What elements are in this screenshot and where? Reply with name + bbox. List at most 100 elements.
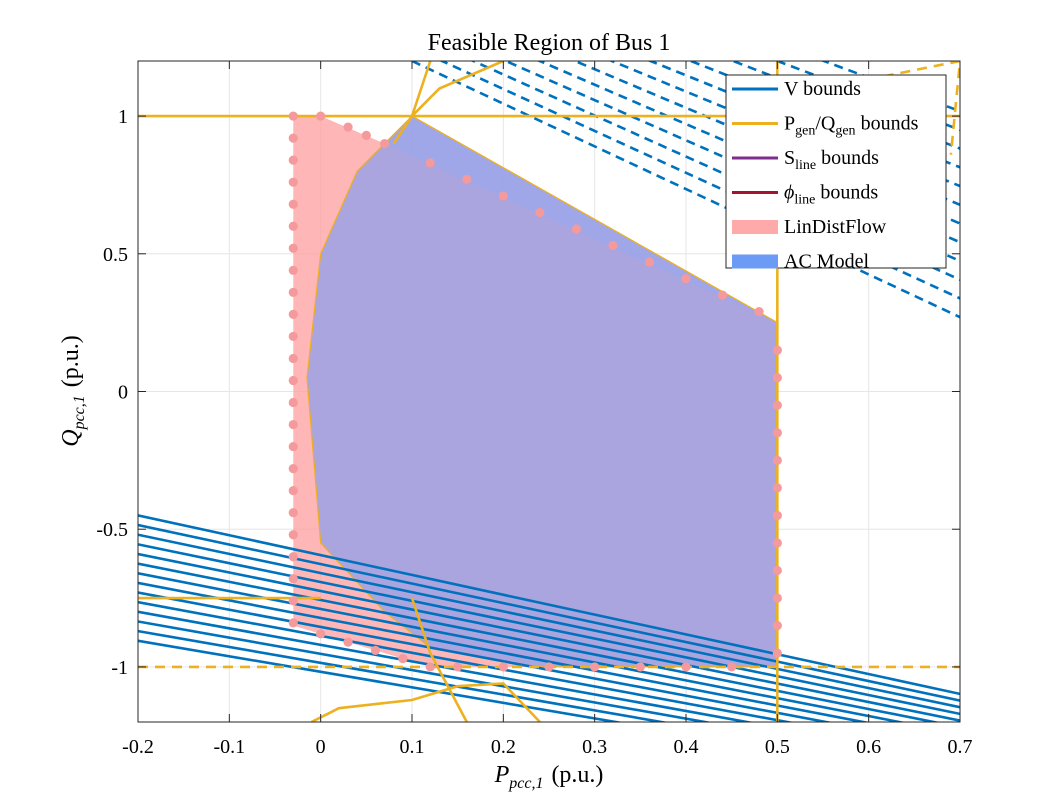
lindistflow-marker <box>288 265 298 275</box>
lindistflow-marker <box>772 565 782 576</box>
lindistflow-marker <box>288 508 298 518</box>
v-bound-line-lower <box>138 581 871 722</box>
y-tick-label: 0 <box>118 382 128 404</box>
v-bound-line-lower <box>138 533 960 709</box>
lindistflow-marker <box>288 133 298 143</box>
x-tick-label: 0.2 <box>491 736 516 758</box>
lindistflow-marker <box>772 483 782 493</box>
x-tick-label: 0.3 <box>582 736 607 758</box>
lindistflow-marker <box>544 662 554 672</box>
v-bound-line-lower <box>138 639 624 722</box>
lindistflow-marker <box>288 530 298 540</box>
y-tick-label: 1 <box>118 106 128 128</box>
lindistflow-marker <box>772 400 782 410</box>
lindistflow-marker <box>772 428 782 438</box>
legend-label: V bounds <box>784 78 861 100</box>
lindistflow-marker <box>453 662 463 672</box>
v-bound-line-lower <box>138 571 906 722</box>
lindistflow-marker <box>288 177 298 187</box>
lindistflow-marker <box>288 574 298 584</box>
lindistflow-marker <box>288 155 298 165</box>
gen-curve-bottom <box>310 682 541 722</box>
lindistflow-marker <box>288 287 298 297</box>
legend-label: Pgen/Qgen bounds <box>784 113 919 139</box>
lindistflow-marker <box>754 307 764 317</box>
lindistflow-marker <box>361 130 371 140</box>
v-bound-line-lower <box>138 543 960 716</box>
lindistflow-marker <box>772 455 782 465</box>
v-bound-line-lower <box>138 620 713 722</box>
chart-title: Feasible Region of Bus 1 <box>428 30 671 56</box>
y-axis-label: Qpcc,1(p.u.) <box>58 335 88 447</box>
lindistflow-marker <box>772 648 782 658</box>
lindistflow-marker <box>535 207 545 218</box>
lindistflow-marker <box>380 139 390 149</box>
y-tick-label: 0.5 <box>103 244 128 266</box>
lindistflow-marker <box>288 221 298 231</box>
legend-box <box>725 74 947 269</box>
lindistflow-marker <box>343 122 353 132</box>
lindistflow-markers <box>288 111 782 672</box>
x-axis-label: Ppcc,1 (p.u.) <box>494 762 604 792</box>
lindistflow-marker <box>288 552 298 562</box>
gen-curve-bottom-2 <box>410 597 468 722</box>
lindistflow-marker <box>288 486 298 496</box>
lindistflow-marker <box>772 510 782 521</box>
lindistflow-marker <box>425 662 435 672</box>
lindistflow-marker <box>288 441 298 452</box>
lindistflow-marker <box>498 662 508 672</box>
x-tick-label: 0.7 <box>948 736 973 758</box>
lindistflow-marker <box>288 464 298 474</box>
axis-ticks: -0.2 -0.1 0 0.1 0.2 0.3 0.4 0.5 0.6 0.7 1 0.5 0 -0.5 -… <box>96 61 973 758</box>
lindistflow-marker <box>571 224 582 234</box>
gen-curve-top <box>411 61 504 118</box>
lindistflow-marker <box>462 174 472 185</box>
lindistflow-marker <box>288 419 298 430</box>
lindistflow-marker <box>288 596 298 606</box>
lindistflow-marker <box>288 618 298 628</box>
lindistflow-marker <box>288 199 298 209</box>
lindistflow-marker <box>425 158 435 168</box>
lindistflow-marker <box>681 662 691 672</box>
x-tick-label: 0.6 <box>856 736 881 758</box>
lindistflow-marker <box>772 621 782 631</box>
gen-curve-top-2 <box>392 61 432 145</box>
lindistflow-marker <box>681 273 691 284</box>
lindistflow-marker <box>772 593 782 603</box>
x-tick-label: 0.5 <box>765 736 790 758</box>
y-tick-label: -1 <box>111 657 128 679</box>
x-tick-label: 0.4 <box>674 736 699 758</box>
legend-swatch-patch <box>732 254 778 269</box>
lindistflow-marker <box>398 654 408 664</box>
lindistflow-marker <box>772 373 782 383</box>
x-tick-label: -0.2 <box>122 736 154 758</box>
legend-label: ϕline bounds <box>784 182 878 208</box>
lindistflow-marker <box>635 662 645 672</box>
v-bound-line-lower <box>138 523 960 702</box>
v-bound-line-lower <box>138 610 755 722</box>
lindistflow-marker <box>608 240 618 251</box>
x-tick-label: -0.1 <box>213 736 245 758</box>
v-bound-line-lower <box>138 514 960 696</box>
lindistflow-marker <box>590 662 600 672</box>
v-bound-line-lower <box>138 629 669 722</box>
x-tick-label: 0 <box>316 736 326 758</box>
lindistflow-marker <box>288 375 298 386</box>
lindistflow-marker <box>772 538 782 548</box>
lindistflow-marker <box>288 397 298 408</box>
lindistflow-marker <box>727 662 737 672</box>
plot-content <box>138 61 960 722</box>
v-bound-line-upper <box>411 61 960 319</box>
legend-label: Sline bounds <box>784 147 879 173</box>
lindistflow-marker <box>343 637 353 647</box>
lindistflow-marker <box>288 309 298 319</box>
v-bound-line-lower <box>138 552 960 722</box>
lindistflow-marker <box>288 243 298 253</box>
lindistflow-marker <box>288 111 298 121</box>
legend-label: LinDistFlow <box>784 216 887 238</box>
lindistflow-marker <box>316 629 326 639</box>
lindistflow-marker <box>370 645 381 655</box>
lindistflow-marker <box>717 290 728 300</box>
y-tick-label: -0.5 <box>96 519 128 541</box>
legend: V bounds Pgen/Qgen bounds Sline bounds ϕlin… <box>725 74 947 273</box>
